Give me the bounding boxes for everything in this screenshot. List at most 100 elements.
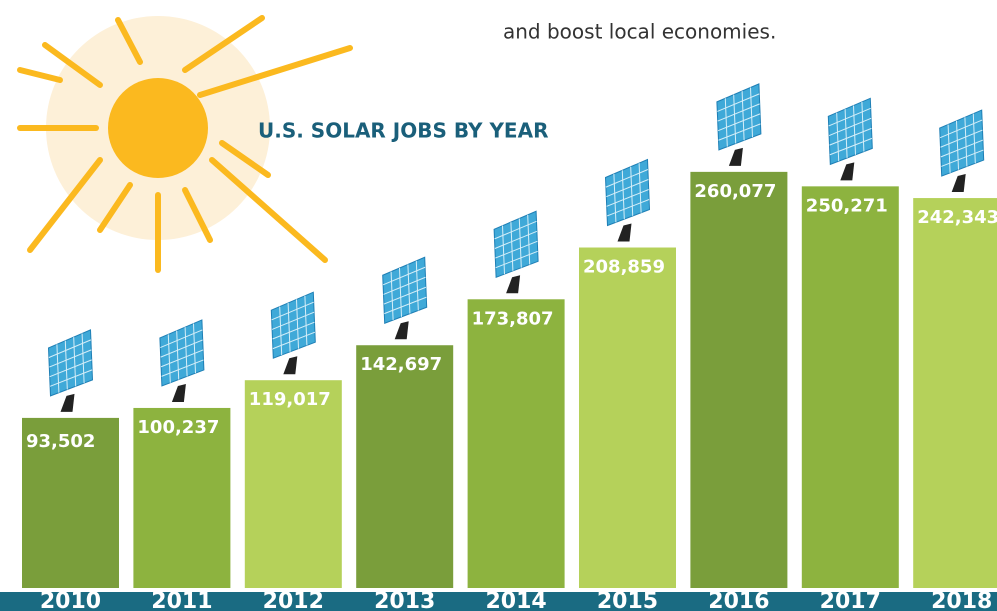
- solar-panel-grid: [160, 349, 204, 368]
- solar-panel-grid: [48, 339, 92, 358]
- bar: [467, 299, 565, 588]
- solar-panel-grid: [304, 295, 308, 346]
- x-tick-label: 2014: [485, 589, 546, 611]
- solar-panel-grid: [494, 230, 538, 249]
- solar-panel-grid: [956, 120, 959, 170]
- solar-panel-grid: [73, 337, 77, 387]
- solar-panel-grid: [49, 349, 92, 368]
- bar: [22, 417, 119, 588]
- solar-panel-grid: [161, 359, 204, 377]
- value-label: 119,017: [249, 389, 331, 410]
- solar-panel-grid: [407, 264, 411, 314]
- value-label: 208,859: [583, 257, 665, 278]
- solar-panel: [47, 329, 94, 397]
- solar-panel-grid: [176, 330, 180, 380]
- solar-panel-stand: [728, 147, 743, 166]
- solar-panel-grid: [49, 359, 92, 378]
- solar-panel-grid: [167, 334, 171, 383]
- solar-panel-grid: [741, 91, 745, 141]
- solar-panel-grid: [272, 321, 315, 340]
- solar-panel-stand: [506, 275, 521, 294]
- solar-panel-grid: [160, 339, 203, 358]
- solar-panel: [270, 291, 316, 359]
- solar-panel-grid: [296, 299, 299, 349]
- solar-panel-grid: [630, 166, 634, 216]
- x-tick-label: 2011: [151, 589, 212, 611]
- solar-panel-grid: [750, 87, 753, 138]
- bar: [244, 380, 342, 588]
- solar-panel: [493, 210, 539, 279]
- solar-panel: [604, 158, 651, 227]
- solar-panel-grid: [606, 199, 650, 217]
- bar: [579, 247, 676, 588]
- bar: [133, 407, 231, 588]
- solar-panel-grid: [527, 214, 531, 265]
- x-tick-label: 2017: [820, 589, 881, 611]
- solar-panel-grid: [272, 331, 316, 350]
- x-tick-label: 2018: [931, 589, 992, 611]
- solar-panel-grid: [510, 222, 514, 271]
- x-tick-label: 2015: [597, 589, 658, 611]
- solar-panel-grid: [828, 117, 872, 137]
- solar-panel-grid: [193, 323, 196, 374]
- solar-panel-grid: [502, 225, 505, 275]
- solar-panel-grid: [861, 101, 865, 152]
- solar-panel-grid: [271, 311, 315, 330]
- solar-panel-grid: [495, 250, 538, 269]
- value-label: 93,502: [26, 431, 95, 452]
- solar-panel: [939, 109, 985, 177]
- solar-panel-grid: [384, 296, 427, 315]
- solar-panel-grid: [947, 124, 951, 173]
- solar-panel: [827, 97, 873, 166]
- solar-panel-grid: [383, 276, 426, 295]
- solar-panel-grid: [390, 271, 394, 321]
- solar-panel: [159, 319, 205, 387]
- solar-panel-grid: [518, 218, 522, 268]
- solar-panel: [382, 256, 428, 324]
- solar-panel-grid: [853, 105, 856, 155]
- solar-panel-grid: [718, 123, 761, 141]
- solar-panel-grid: [606, 179, 649, 198]
- sun: [17, 15, 353, 273]
- solar-panel-grid: [81, 333, 85, 384]
- solar-panel-grid: [829, 137, 873, 156]
- solar-panel-grid: [941, 149, 984, 167]
- x-tick-label: 2016: [708, 589, 769, 611]
- x-tick-label: 2010: [40, 589, 101, 611]
- solar-panel-grid: [606, 189, 649, 207]
- value-label: 260,077: [694, 181, 776, 202]
- solar-panel-grid: [828, 107, 871, 127]
- value-label: 242,343: [917, 207, 997, 228]
- solar-panel-grid: [399, 268, 402, 317]
- solar-panel-grid: [964, 117, 968, 167]
- sun-core: [108, 78, 208, 178]
- bar: [913, 198, 997, 588]
- year-band: [0, 592, 997, 611]
- bar: [356, 345, 454, 588]
- x-tick-label: 2013: [374, 589, 435, 611]
- solar-panel-grid: [836, 112, 840, 162]
- solar-panel-grid: [717, 93, 760, 112]
- solar-panel-grid: [717, 113, 761, 132]
- solar-panel-grid: [940, 129, 983, 148]
- solar-panel-grid: [383, 286, 427, 305]
- sun-rays: [17, 15, 353, 273]
- solar-panel-grid: [160, 329, 203, 349]
- solar-panel-grid: [733, 94, 737, 144]
- solar-panel-grid: [494, 220, 537, 240]
- solar-panel-grid: [621, 170, 625, 220]
- solar-panel-stand: [171, 383, 186, 402]
- solar-panel-grid: [415, 260, 419, 311]
- solar-panel-grid: [724, 98, 728, 147]
- solar-panel-grid: [184, 327, 188, 377]
- solar-panel-grid: [495, 240, 538, 259]
- solar-panel-grid: [972, 113, 976, 164]
- value-label: 173,807: [472, 308, 554, 329]
- bar: [801, 186, 899, 588]
- solar-panel-grid: [613, 173, 617, 223]
- solar-panel-grid: [279, 306, 283, 356]
- solar-panel-stand: [283, 356, 298, 375]
- value-label: 100,237: [137, 417, 219, 438]
- solar-panel-grid: [56, 344, 60, 393]
